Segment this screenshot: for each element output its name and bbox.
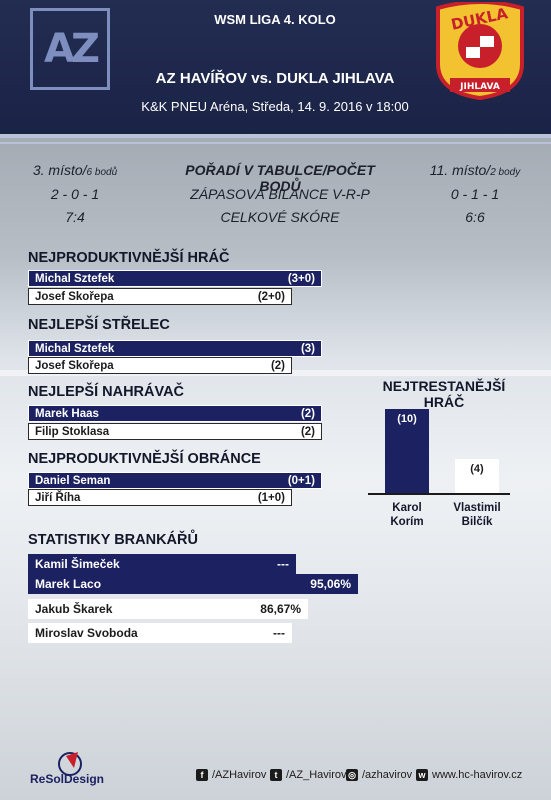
- stat-label-2: ZÁPASOVÁ BILANCE V-R-P: [190, 186, 370, 202]
- header-stripe: [0, 134, 551, 138]
- twitter-icon: t: [270, 769, 282, 781]
- section-title: NEJLEPŠÍ STŘELEC: [28, 317, 170, 333]
- twitter-link[interactable]: t/AZ_Havirov: [270, 769, 347, 781]
- chart-bar: [455, 459, 499, 493]
- goalie-row: Kamil Šimeček ---: [28, 554, 296, 574]
- section-title: NEJLEPŠÍ NAHRÁVAČ: [28, 384, 185, 400]
- web-link[interactable]: w www.hc-havirov.cz: [416, 769, 522, 781]
- goalie-row: Jakub Škarek 86,67%: [28, 599, 308, 619]
- home-player-row: Marek Haas (2): [28, 405, 322, 422]
- resol-design-brand: ReSolDesign: [30, 772, 105, 786]
- resol-design-logo: [58, 752, 82, 776]
- goalie-row: Miroslav Svoboda ---: [28, 623, 292, 643]
- home-player-row: Michal Sztefek (3+0): [28, 270, 322, 287]
- away-player-row: Filip Stoklasa (2): [28, 423, 322, 440]
- home-player-row: Daniel Seman (0+1): [28, 472, 322, 489]
- header-stripe-thin: [0, 142, 551, 144]
- away-stat-3: 6:6: [465, 209, 485, 225]
- away-player-row: Josef Skořepa (2): [28, 357, 292, 374]
- section-title: NEJPRODUKTIVNĚJŠÍ OBRÁNCE: [28, 451, 261, 467]
- instagram-icon: ◎: [346, 769, 358, 781]
- facebook-icon: f: [196, 769, 208, 781]
- chart-bar: [385, 409, 429, 493]
- goalies-title: STATISTIKY BRANKÁŘŮ: [28, 532, 198, 548]
- home-stat-1: 3. místo/6 bodů: [32, 162, 118, 178]
- home-stat-3: 7:4: [65, 209, 85, 225]
- stat-label-3: CELKOVÉ SKÓRE: [220, 209, 340, 225]
- section-title: NEJPRODUKTIVNĚJŠÍ HRÁČ: [28, 250, 230, 266]
- svg-text:JIHLAVA: JIHLAVA: [459, 82, 500, 92]
- league-round: WSM LIGA 4. KOLO: [214, 12, 336, 27]
- home-player-row: Michal Sztefek (3): [28, 340, 322, 357]
- chart-axis: [368, 493, 510, 495]
- match-title: AZ HAVÍŘOV vs. DUKLA JIHLAVA: [155, 70, 395, 87]
- az-havirov-logo: AZ: [30, 8, 110, 90]
- match-venue-date: K&K PNEU Aréna, Středa, 14. 9. 2016 v 18…: [141, 99, 409, 114]
- dukla-jihlava-logo: DUKLA JIHLAVA: [436, 2, 524, 100]
- home-stat-2: 2 - 0 - 1: [50, 186, 100, 202]
- instagram-link[interactable]: ◎/azhavirov: [346, 769, 412, 781]
- chart-category-label: Vlastimil Bilčík: [453, 502, 501, 528]
- away-player-row: Jiří Říha (1+0): [28, 489, 292, 506]
- stat-label-1: POŘADÍ V TABULCE/POČET BODŮ: [185, 162, 375, 194]
- away-player-row: Josef Skořepa (2+0): [28, 288, 292, 305]
- chart-title: NEJTRESTANĚJŠÍ HRÁČ: [382, 378, 506, 410]
- goalie-row: Marek Laco 95,06%: [28, 574, 358, 594]
- chart-category-label: Karol Korím: [390, 502, 424, 528]
- chart-value-label: (10): [397, 413, 417, 425]
- web-icon: w: [416, 769, 428, 781]
- facebook-link[interactable]: f/AZHavirov: [196, 769, 266, 781]
- away-stat-1: 11. místo/2 body: [429, 162, 521, 178]
- away-stat-2: 0 - 1 - 1: [450, 186, 500, 202]
- chart-value-label: (4): [470, 463, 484, 475]
